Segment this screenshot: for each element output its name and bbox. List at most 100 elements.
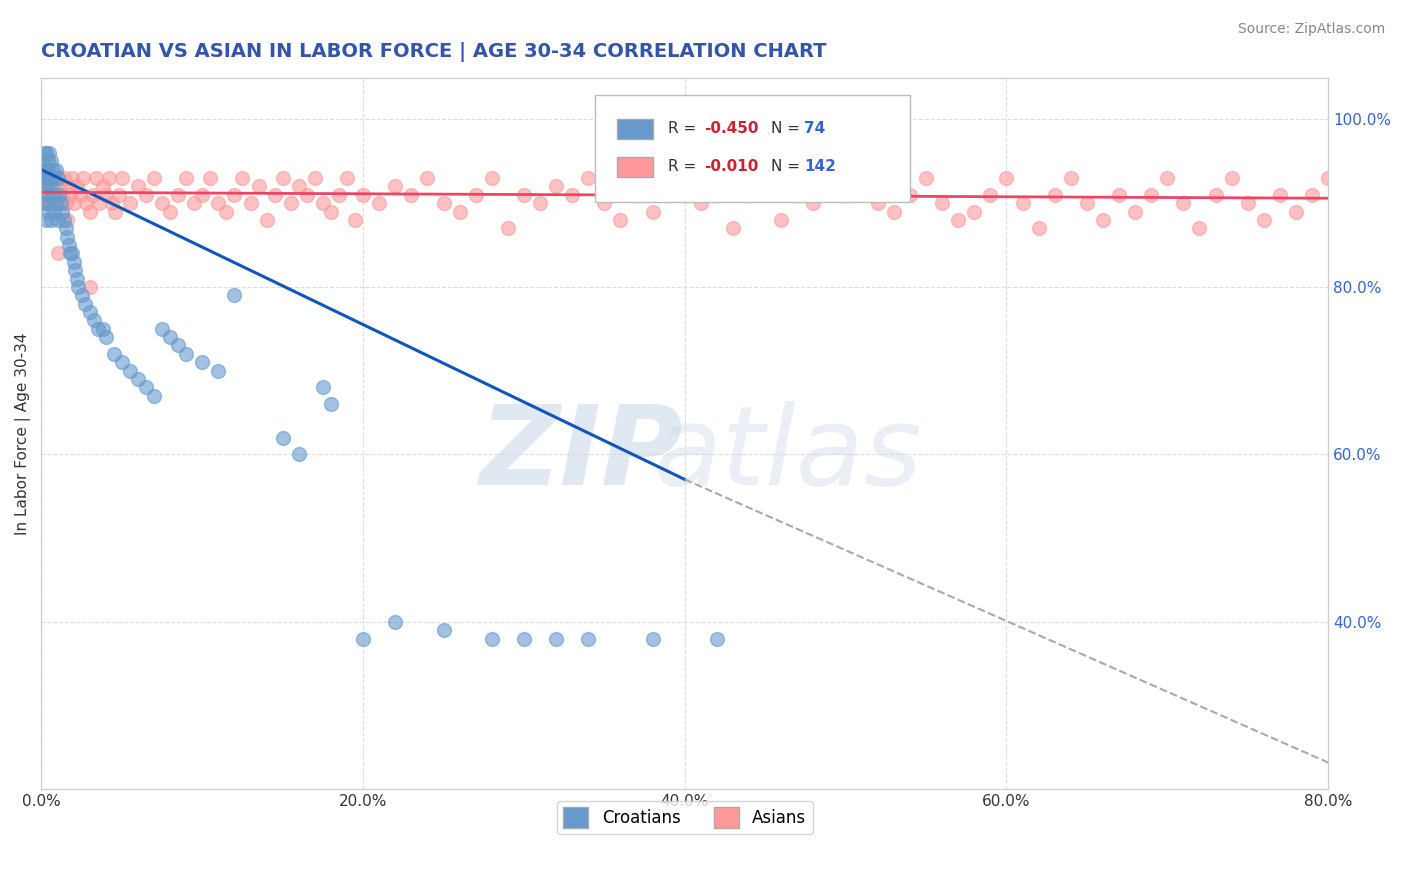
Point: [1123, 204, 1146, 219]
Point: [866, 196, 889, 211]
Text: -0.010: -0.010: [704, 159, 758, 174]
Point: [44, 204, 66, 219]
Point: [1108, 187, 1130, 202]
Point: [101, 196, 124, 211]
Point: [336, 171, 359, 186]
Legend: Croatians, Asians: Croatians, Asians: [557, 801, 813, 834]
Point: [593, 196, 616, 211]
Point: [1285, 204, 1308, 219]
Point: [312, 196, 335, 211]
Point: [75, 196, 97, 211]
Point: [247, 179, 270, 194]
Point: [37, 154, 59, 169]
Point: [1268, 187, 1291, 202]
Point: [239, 196, 262, 211]
Point: [46, 171, 69, 186]
Point: [1236, 196, 1258, 211]
Point: [174, 171, 197, 186]
Point: [35, 179, 58, 194]
Point: [37, 179, 59, 194]
Point: [39, 213, 62, 227]
Point: [1350, 221, 1372, 235]
Point: [496, 221, 519, 235]
Point: [513, 187, 536, 202]
Point: [111, 171, 134, 186]
Point: [1317, 171, 1340, 186]
Point: [89, 196, 111, 211]
Point: [287, 447, 309, 461]
Point: [44, 171, 66, 186]
Point: [79, 280, 101, 294]
Point: [38, 145, 60, 160]
Point: [432, 623, 454, 637]
Point: [35, 196, 58, 211]
Point: [207, 196, 229, 211]
Point: [689, 196, 711, 211]
Text: CROATIAN VS ASIAN IN LABOR FORCE | AGE 30-34 CORRELATION CHART: CROATIAN VS ASIAN IN LABOR FORCE | AGE 3…: [41, 42, 827, 62]
Point: [609, 213, 631, 227]
Point: [118, 363, 141, 377]
Point: [1156, 171, 1178, 186]
Point: [32, 154, 55, 169]
Point: [37, 204, 59, 219]
Point: [49, 196, 72, 211]
Point: [73, 296, 96, 310]
Y-axis label: In Labor Force | Age 30-34: In Labor Force | Age 30-34: [15, 332, 31, 534]
Point: [328, 187, 350, 202]
Point: [67, 280, 90, 294]
Point: [46, 246, 69, 260]
Point: [432, 196, 454, 211]
Point: [721, 221, 744, 235]
Point: [1188, 221, 1211, 235]
Point: [1398, 196, 1406, 211]
Point: [481, 171, 503, 186]
Point: [312, 380, 335, 394]
Point: [127, 179, 149, 194]
Point: [32, 187, 55, 202]
Point: [58, 238, 80, 252]
Point: [706, 187, 728, 202]
Point: [34, 145, 56, 160]
Point: [546, 632, 568, 646]
Point: [449, 204, 471, 219]
Point: [979, 187, 1001, 202]
Point: [1028, 221, 1050, 235]
Point: [52, 213, 75, 227]
Point: [963, 204, 986, 219]
Point: [295, 187, 318, 202]
Point: [35, 162, 58, 177]
Point: [851, 171, 873, 186]
Point: [207, 363, 229, 377]
Point: [641, 204, 664, 219]
FancyBboxPatch shape: [595, 95, 910, 202]
Point: [62, 196, 84, 211]
Point: [34, 179, 56, 194]
Point: [352, 187, 374, 202]
Point: [513, 632, 536, 646]
Point: [191, 187, 214, 202]
Point: [44, 179, 66, 194]
Point: [174, 347, 197, 361]
FancyBboxPatch shape: [617, 157, 652, 177]
Point: [51, 204, 73, 219]
Point: [1365, 187, 1388, 202]
Point: [34, 162, 56, 177]
Point: [1140, 187, 1163, 202]
Point: [1043, 187, 1066, 202]
Point: [35, 145, 58, 160]
Point: [56, 213, 79, 227]
Point: [641, 632, 664, 646]
Point: [546, 179, 568, 194]
Point: [94, 187, 117, 202]
Point: [143, 171, 166, 186]
Point: [1076, 196, 1098, 211]
Point: [45, 196, 67, 211]
Point: [103, 347, 125, 361]
Point: [41, 196, 63, 211]
Point: [368, 196, 391, 211]
Point: [39, 179, 62, 194]
Text: atlas: atlas: [654, 401, 922, 508]
Point: [883, 204, 905, 219]
Point: [416, 171, 439, 186]
Point: [70, 288, 93, 302]
